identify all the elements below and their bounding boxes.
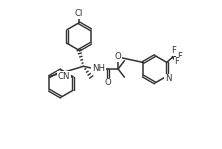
Text: O: O [115, 52, 121, 61]
Text: N: N [165, 74, 171, 83]
Text: Cl: Cl [75, 9, 83, 18]
Text: F: F [174, 58, 179, 66]
Text: F: F [171, 46, 176, 55]
Text: O: O [105, 79, 111, 87]
Text: CN: CN [57, 72, 70, 81]
Text: F: F [177, 52, 182, 60]
Text: NH: NH [92, 65, 105, 73]
